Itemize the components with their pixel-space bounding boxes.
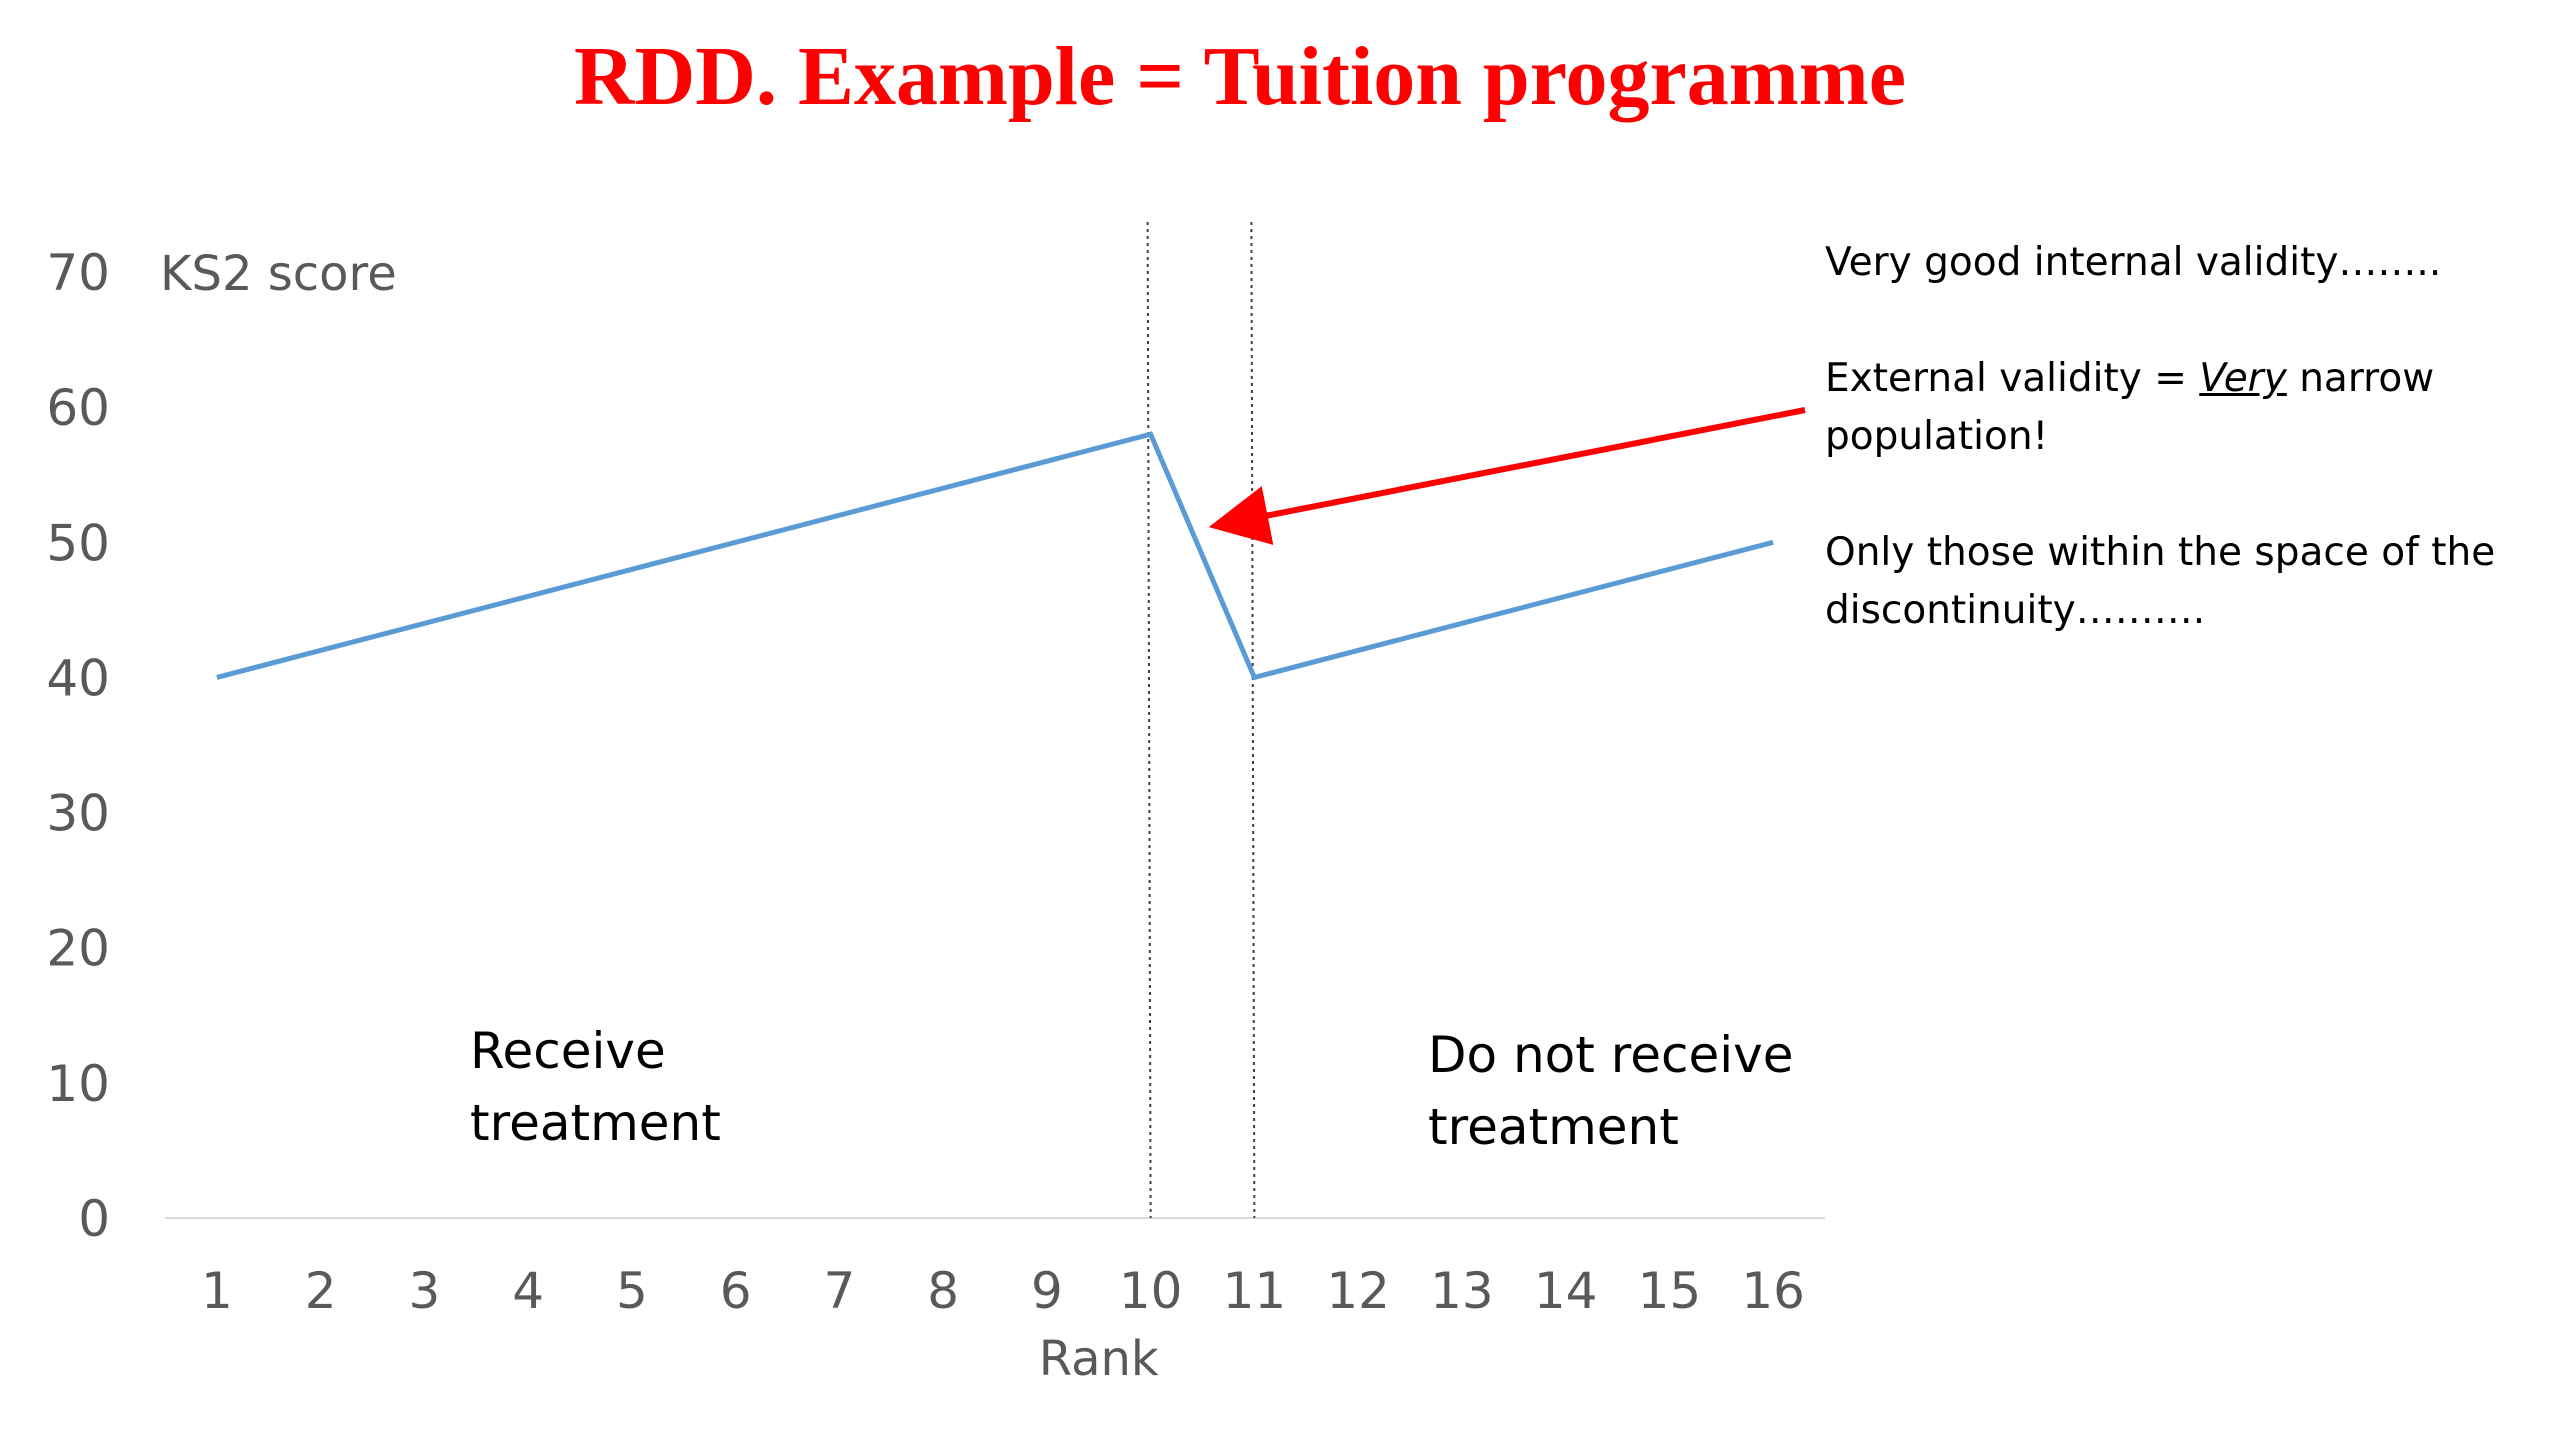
x-tick-label: 6	[720, 1262, 752, 1320]
x-tick-label: 5	[616, 1262, 648, 1320]
y-axis-ticks: 0 10 20 30 40 50 60 70	[46, 244, 110, 1248]
x-tick-label: 12	[1326, 1262, 1390, 1320]
no-treatment-label: Do not receive treatment	[1428, 1026, 1809, 1156]
y-axis-title: KS2 score	[160, 246, 397, 302]
receive-treatment-line-2: treatment	[470, 1094, 721, 1152]
receive-treatment-label: Receive treatment	[470, 1022, 721, 1152]
external-validity-emphasis: Very	[2199, 356, 2287, 401]
slide-title: RDD. Example = Tuition programme	[573, 30, 1907, 123]
series-group	[216, 431, 1774, 681]
y-tick-label: 50	[46, 514, 110, 572]
x-tick-label: 3	[408, 1262, 440, 1320]
cutoff-line	[1146, 221, 1152, 1219]
y-tick-label: 70	[46, 244, 110, 302]
discontinuity-note: Only those within the space of the disco…	[1825, 530, 2496, 633]
x-tick-label: 16	[1741, 1262, 1805, 1320]
x-tick-label: 10	[1119, 1262, 1183, 1320]
x-tick-label: 7	[823, 1262, 855, 1320]
external-validity-prefix: External validity =	[1825, 356, 2200, 401]
x-tick-label: 4	[512, 1262, 544, 1320]
cutoff-lines	[1146, 221, 1256, 1219]
no-treatment-line-2: treatment	[1428, 1098, 1679, 1156]
y-tick-label: 60	[46, 379, 110, 437]
y-tick-label: 40	[46, 649, 110, 707]
y-tick-label: 20	[46, 920, 110, 978]
y-tick-label: 0	[78, 1190, 110, 1248]
x-tick-label: 9	[1031, 1262, 1063, 1320]
cutoff-line	[1250, 221, 1256, 1219]
x-tick-label: 1	[201, 1262, 233, 1320]
y-tick-label: 10	[46, 1055, 110, 1113]
no-treatment-line-1: Do not receive	[1428, 1026, 1793, 1084]
x-tick-label: 14	[1534, 1262, 1598, 1320]
external-validity-suffix: narrow population!	[1825, 356, 2435, 459]
red-arrow	[1208, 407, 1806, 545]
external-validity-note: External validity = Very narrow populati…	[1825, 350, 2545, 466]
receive-treatment-line-1: Receive	[470, 1022, 666, 1080]
series-line	[216, 431, 1774, 681]
x-tick-label: 15	[1638, 1262, 1702, 1320]
internal-validity-note: Very good internal validity……..	[1825, 240, 2442, 285]
x-tick-label: 2	[305, 1262, 337, 1320]
x-tick-label: 8	[927, 1262, 959, 1320]
x-tick-label: 11	[1223, 1262, 1287, 1320]
x-axis-title: Rank	[1039, 1331, 1159, 1387]
y-tick-label: 30	[46, 785, 110, 843]
x-axis-ticks: 1 2 3 4 5 6 7 8 9 10 11 12 13 14 15 16	[201, 1262, 1805, 1320]
x-tick-label: 13	[1430, 1262, 1494, 1320]
